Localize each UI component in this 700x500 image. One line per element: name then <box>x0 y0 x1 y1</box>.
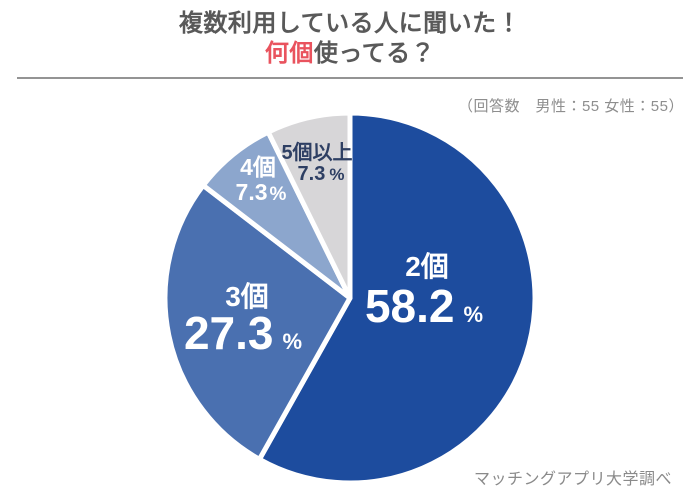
pie-slice-value-2: 7.3% <box>236 179 287 205</box>
pie-slice-3 <box>265 110 353 301</box>
title-line1: 複数利用している人に聞いた！ <box>178 10 522 37</box>
pie-slice-label-1: 3個 <box>225 281 269 312</box>
title-line2-rest: 使ってる？ <box>313 40 436 67</box>
pie-slice-value-3: 7.3% <box>298 163 345 185</box>
respondent-count-note: （回答数 男性：55 女性：55） <box>457 98 684 115</box>
pie-slice-1 <box>162 182 353 462</box>
percent-sign-0: % <box>463 302 483 327</box>
pie-slice-0 <box>256 110 538 486</box>
percent-sign-1: % <box>282 329 302 354</box>
pie-slice-value-0: 58.2% <box>365 280 483 332</box>
percent-sign-2: % <box>270 184 287 205</box>
pie-slice-label-0: 2個 <box>405 251 449 282</box>
pie-slice-label-2: 4個 <box>240 154 276 180</box>
divider-line <box>17 77 683 79</box>
pie-slice-value-1: 27.3% <box>184 307 302 359</box>
percent-sign-3: % <box>329 165 344 184</box>
source-credit: マッチングアプリ大学調べ <box>473 471 672 488</box>
title-line2-accent: 何個 <box>264 40 314 67</box>
page-title: 複数利用している人に聞いた！ 何個使ってる？ <box>0 9 700 69</box>
pie-slice-label-3: 5個以上 <box>281 141 352 164</box>
